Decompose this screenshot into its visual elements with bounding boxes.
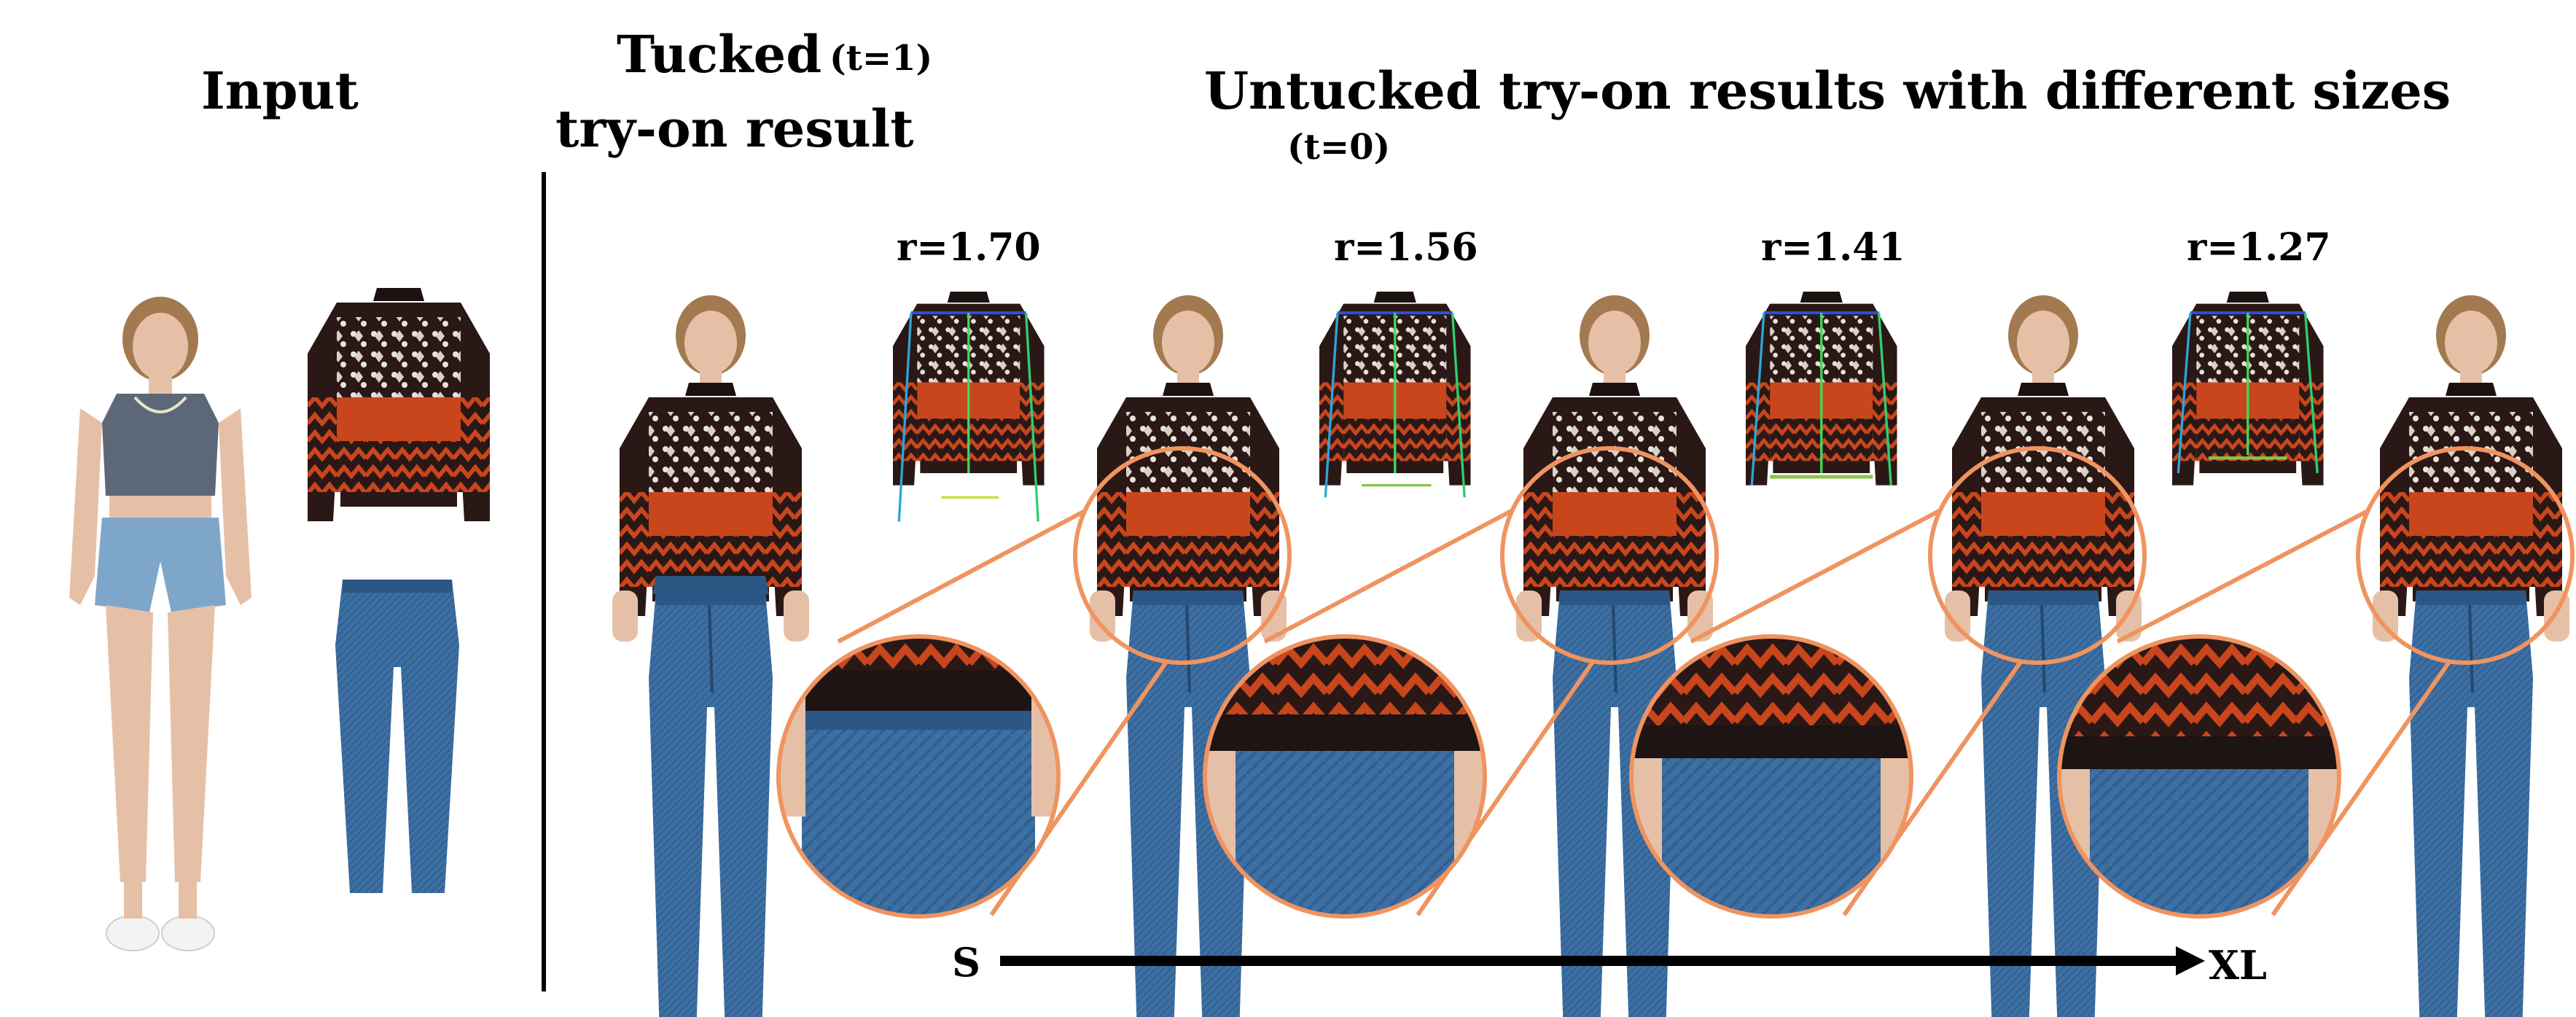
zoom-circle-3	[1629, 634, 1913, 919]
size-axis-end-label: XL	[2209, 942, 2267, 989]
input-model-photo	[69, 297, 251, 951]
size-axis-arrow	[1000, 946, 2205, 975]
ratio-label-4: r=1.27	[2187, 225, 2331, 270]
input-jeans-photo	[335, 580, 459, 893]
measured-garment-3	[1746, 292, 1897, 486]
zoom-circle-1	[776, 634, 1061, 919]
input-sweater-photo	[308, 288, 490, 521]
untucked-result-2	[1516, 295, 1713, 1017]
zoom-detail-1	[778, 636, 1058, 916]
measured-garment-1	[893, 292, 1045, 522]
tucked-header-line2: try-on result	[555, 98, 914, 159]
untucked-result-3	[1945, 295, 2142, 1017]
zoom-circle-4	[2057, 634, 2341, 919]
ratio-label-2: r=1.56	[1334, 225, 1478, 270]
untucked-result-1	[1090, 295, 1287, 1017]
untucked-header: Untucked try-on results with different s…	[1204, 61, 2451, 121]
tucked-tag: (t=1)	[830, 38, 933, 79]
untucked-result-4	[2373, 295, 2569, 1017]
input-header: Input	[201, 61, 359, 121]
zoom-detail-2	[1205, 636, 1485, 916]
untucked-tag: (t=0)	[1287, 127, 1391, 168]
measured-garment-2	[1319, 292, 1471, 498]
zoom-circle-2	[1203, 634, 1487, 919]
measured-garment-4	[2172, 292, 2324, 486]
tucked-tryon-result	[612, 295, 809, 1017]
tucked-header-line1: Tucked	[617, 24, 822, 85]
size-axis-start-label: S	[952, 939, 980, 986]
ratio-label-1: r=1.70	[897, 225, 1041, 270]
ratio-label-3: r=1.41	[1761, 225, 1905, 270]
